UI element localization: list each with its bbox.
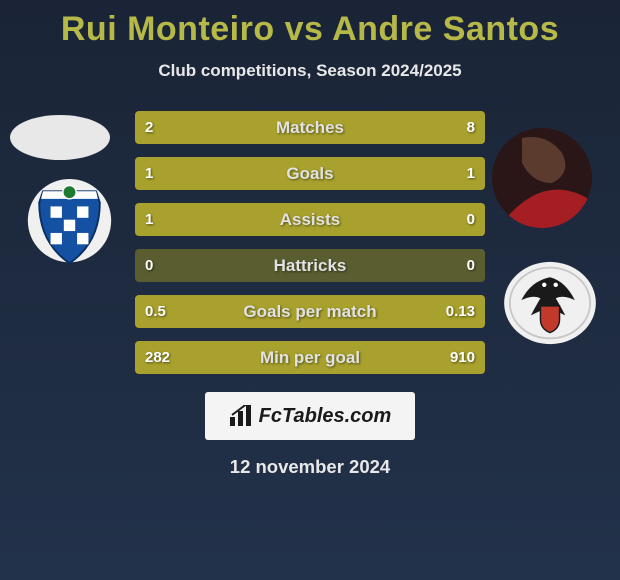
stat-label: Assists [135, 203, 485, 236]
stat-row: 00Hattricks [135, 249, 485, 282]
stat-label: Hattricks [135, 249, 485, 282]
stat-row: 0.50.13Goals per match [135, 295, 485, 328]
stat-label: Min per goal [135, 341, 485, 374]
bars-icon [229, 405, 253, 427]
content-root: Rui Monteiro vs Andre Santos Club compet… [0, 0, 620, 580]
club-crest-left [22, 178, 117, 268]
page-subtitle: Club competitions, Season 2024/2025 [0, 61, 620, 81]
footer-date: 12 november 2024 [0, 456, 620, 478]
page-title: Rui Monteiro vs Andre Santos [0, 0, 620, 49]
stat-row: 10Assists [135, 203, 485, 236]
fctables-logo: FcTables.com [205, 392, 415, 440]
comparison-bars: 28Matches 11Goals 10Assists 00Hattricks 0.50… [135, 111, 485, 374]
fctables-text: FcTables.com [259, 405, 392, 428]
stat-row: 28Matches [135, 111, 485, 144]
stat-label: Goals [135, 157, 485, 190]
stat-label: Matches [135, 111, 485, 144]
player-right-avatar [492, 128, 592, 228]
club-crest-right [502, 260, 598, 346]
stat-row: 282910Min per goal [135, 341, 485, 374]
stat-row: 11Goals [135, 157, 485, 190]
stat-label: Goals per match [135, 295, 485, 328]
player-left-avatar [10, 115, 110, 160]
